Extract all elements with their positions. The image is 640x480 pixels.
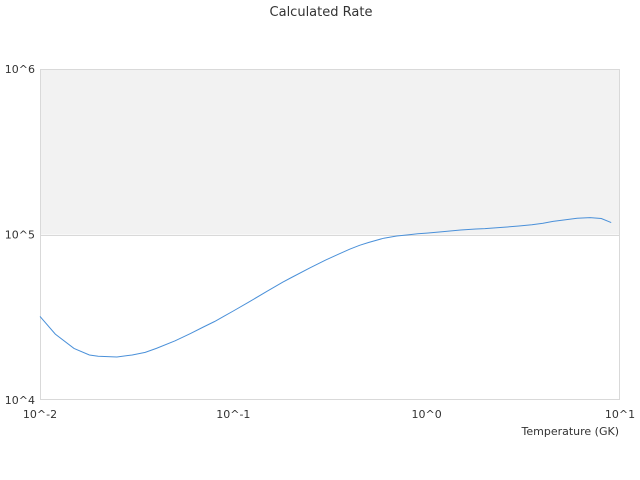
x-tick-label: 10^1 — [605, 408, 635, 421]
x-axis-label: Temperature (GK) — [521, 425, 620, 438]
shaded-band — [40, 69, 620, 235]
x-tick-label: 10^-2 — [23, 408, 57, 421]
y-axis: 10^4 10^5 10^6 — [5, 63, 35, 407]
y-tick-label: 10^5 — [5, 229, 35, 242]
y-tick-label: 10^4 — [5, 394, 35, 407]
x-axis: 10^-2 10^-1 10^0 10^1 — [23, 408, 635, 421]
plot-frame — [40, 69, 620, 400]
plot-area — [39, 69, 620, 400]
y-tick-label: 10^6 — [5, 63, 35, 76]
series-line — [39, 217, 612, 358]
x-tick-label: 10^0 — [412, 408, 442, 421]
x-tick-label: 10^-1 — [216, 408, 250, 421]
chart-title: Calculated Rate — [270, 5, 373, 20]
